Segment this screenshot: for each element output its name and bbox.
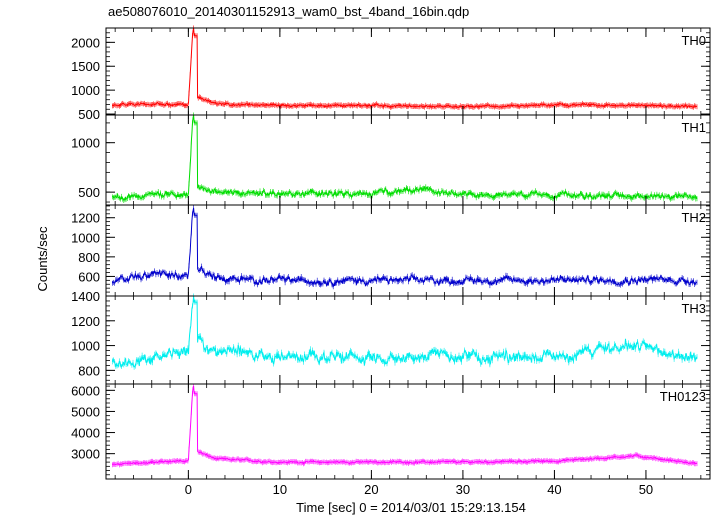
y-tick-label: 1000 xyxy=(71,339,100,354)
series-th2-line xyxy=(111,207,697,289)
series-th2-error-bars xyxy=(112,205,698,290)
series-th1-error-bars xyxy=(112,112,698,203)
y-tick-label: 1200 xyxy=(71,211,100,226)
y-tick-label: 6000 xyxy=(71,383,100,398)
panel-frame xyxy=(105,295,711,385)
panel-label: TH0123 xyxy=(660,389,706,404)
series-th0-line xyxy=(112,27,698,109)
panel-label: TH1 xyxy=(681,120,706,135)
y-tick-label: 1000 xyxy=(71,230,100,245)
y-axis-label: Counts/sec xyxy=(35,226,50,292)
series-th0-error-bars xyxy=(112,25,698,110)
x-tick-label: 50 xyxy=(639,482,653,497)
y-tick-label: 1000 xyxy=(71,136,100,151)
panel-frame xyxy=(105,383,711,480)
y-tick-label: 800 xyxy=(78,363,100,378)
y-tick-label: 600 xyxy=(78,269,100,284)
y-tick-label: 800 xyxy=(78,250,100,265)
y-tick-label: 1400 xyxy=(71,289,100,304)
panel-th1: 500 1000 TH1 xyxy=(71,112,711,206)
panels: 500 1000 1500 2000 TH0 500 1000 TH1 600 800 1000 12… xyxy=(71,25,711,480)
x-tick-label: 30 xyxy=(456,482,470,497)
y-tick-label: 2000 xyxy=(71,35,100,50)
series-th0123-error-bars xyxy=(112,383,698,468)
series-th1-line xyxy=(112,114,698,202)
y-tick-label: 3000 xyxy=(71,447,100,462)
y-tick-label: 500 xyxy=(78,185,100,200)
series-th0123-line xyxy=(112,385,698,466)
series-th3-line xyxy=(111,295,698,369)
y-tick-label: 500 xyxy=(78,107,100,122)
y-tick-label: 1200 xyxy=(71,314,100,329)
x-axis-label: Time [sec] 0 = 2014/03/01 15:29:13.154 xyxy=(296,500,526,515)
x-tick-label: 20 xyxy=(364,482,378,497)
series-th3-error-bars xyxy=(112,293,698,370)
x-tick-label: 10 xyxy=(273,482,287,497)
chart-title: ae508076010_20140301152913_wam0_bst_4ban… xyxy=(108,4,469,19)
panel-th2: 600 800 1000 1200 TH2 xyxy=(71,204,711,297)
x-axis: 0 10 20 30 40 50 xyxy=(185,482,653,497)
y-tick-label: 1500 xyxy=(71,59,100,74)
y-tick-label: 1000 xyxy=(71,83,100,98)
x-tick-label: 0 xyxy=(185,482,192,497)
panel-th0123: 3000 4000 5000 6000 TH0123 xyxy=(71,383,711,480)
y-tick-label: 4000 xyxy=(71,426,100,441)
panel-label: TH0 xyxy=(681,33,706,48)
panel-th3: 800 1000 1200 1400 TH3 xyxy=(71,289,711,385)
panel-frame xyxy=(105,27,711,116)
panel-label: TH3 xyxy=(681,301,706,316)
panel-label: TH2 xyxy=(681,210,706,225)
y-tick-label: 5000 xyxy=(71,404,100,419)
panel-th0: 500 1000 1500 2000 TH0 xyxy=(71,25,711,122)
x-tick-label: 40 xyxy=(547,482,561,497)
